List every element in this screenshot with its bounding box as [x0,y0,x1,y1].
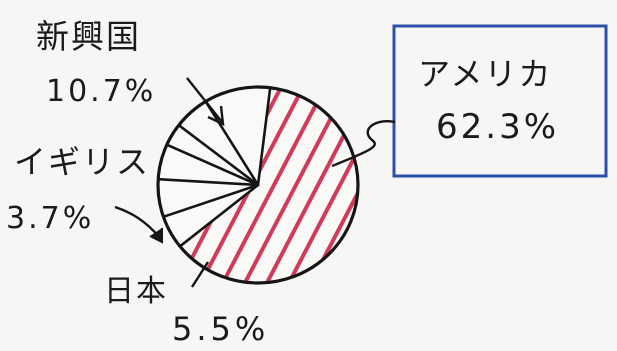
slice-label-uk: イギリス [14,143,150,181]
slice-value-uk: 3.7% [6,201,94,236]
slice-value-japan: 5.5% [172,310,269,348]
slice-label-us: アメリカ [418,55,552,93]
slice-value-us: 62.3% [436,107,559,147]
us-hatch-line [368,70,488,300]
uk-arrow-line [115,207,160,238]
slice-label-japan: 日本 [104,274,168,309]
us-hatch-line [434,70,554,300]
us-callout-box [394,26,606,176]
us-hatch-line [346,70,466,300]
us-hatch-line [390,70,510,300]
us-hatch-line [456,70,576,300]
slice-label-emerging: 新興国 [36,17,141,56]
us-hatch-line [412,70,532,300]
slice-value-emerging: 10.7% [46,74,156,109]
